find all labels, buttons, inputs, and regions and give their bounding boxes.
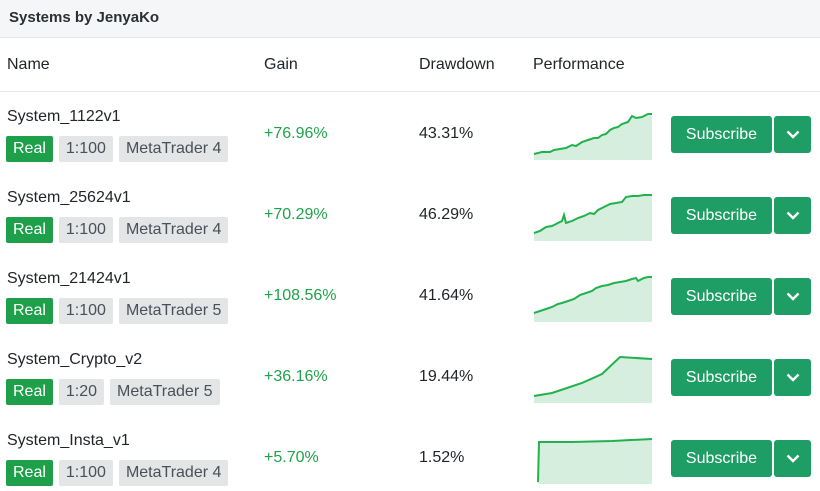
subscribe-options-dropdown[interactable]	[774, 359, 811, 396]
badge-group: Real 1:100 MetaTrader 4	[6, 217, 229, 243]
drawdown-value: 41.64%	[419, 287, 474, 304]
chevron-down-icon	[786, 454, 799, 463]
leverage-badge: 1:100	[58, 298, 113, 324]
platform-badge: MetaTrader 5	[110, 379, 220, 405]
table-row: System_25624v1 Real 1:100 MetaTrader 4 +…	[0, 174, 820, 255]
chevron-down-icon	[786, 211, 799, 220]
table-header: Name Gain Drawdown Performance	[0, 38, 820, 92]
subscribe-button[interactable]: Subscribe	[671, 197, 772, 234]
subscribe-button[interactable]: Subscribe	[671, 440, 772, 477]
drawdown-value: 19.44%	[419, 368, 474, 385]
table-row: System_1122v1 Real 1:100 MetaTrader 4 +7…	[0, 93, 820, 174]
account-type-badge: Real	[6, 379, 53, 405]
subscribe-options-dropdown[interactable]	[774, 197, 811, 234]
column-header-performance: Performance	[533, 56, 625, 73]
subscribe-button[interactable]: Subscribe	[671, 116, 772, 153]
drawdown-value: 43.31%	[419, 125, 474, 142]
column-header-gain: Gain	[264, 56, 298, 73]
platform-badge: MetaTrader 4	[118, 460, 229, 486]
subscribe-options-dropdown[interactable]	[774, 440, 811, 477]
platform-badge: MetaTrader 4	[118, 136, 229, 162]
table-row: System_21424v1 Real 1:100 MetaTrader 5 +…	[0, 255, 820, 336]
column-header-name: Name	[7, 56, 50, 73]
performance-sparkline	[533, 276, 652, 322]
column-header-drawdown: Drawdown	[419, 56, 495, 73]
account-type-badge: Real	[6, 217, 53, 243]
gain-value: +36.16%	[264, 368, 328, 385]
leverage-badge: 1:100	[58, 460, 113, 486]
subscribe-options-dropdown[interactable]	[774, 116, 811, 153]
gain-value: +70.29%	[264, 206, 328, 223]
system-name-link[interactable]: System_25624v1	[7, 189, 131, 206]
system-name-link[interactable]: System_21424v1	[7, 270, 131, 287]
account-type-badge: Real	[6, 136, 53, 162]
table-row: System_Crypto_v2 Real 1:20 MetaTrader 5 …	[0, 336, 820, 417]
badge-group: Real 1:100 MetaTrader 4	[6, 460, 229, 486]
gain-value: +76.96%	[264, 125, 328, 142]
subscribe-button[interactable]: Subscribe	[671, 278, 772, 315]
leverage-badge: 1:100	[58, 136, 113, 162]
drawdown-value: 1.52%	[419, 449, 465, 466]
panel-title: Systems by JenyaKo	[9, 9, 160, 26]
account-type-badge: Real	[6, 460, 53, 486]
subscribe-options-dropdown[interactable]	[774, 278, 811, 315]
performance-sparkline	[537, 438, 653, 484]
panel-header: Systems by JenyaKo	[0, 0, 820, 38]
subscribe-button[interactable]: Subscribe	[671, 359, 772, 396]
performance-sparkline	[533, 194, 652, 241]
chevron-down-icon	[786, 130, 799, 139]
badge-group: Real 1:100 MetaTrader 4	[6, 136, 229, 162]
drawdown-value: 46.29%	[419, 206, 474, 223]
gain-value: +108.56%	[264, 287, 337, 304]
table-row: System_Insta_v1 Real 1:100 MetaTrader 4 …	[0, 417, 820, 491]
platform-badge: MetaTrader 4	[118, 217, 229, 243]
badge-group: Real 1:20 MetaTrader 5	[6, 379, 220, 405]
leverage-badge: 1:100	[58, 217, 113, 243]
performance-sparkline	[533, 355, 653, 403]
platform-badge: MetaTrader 5	[118, 298, 229, 324]
gain-value: +5.70%	[264, 449, 319, 466]
chevron-down-icon	[786, 292, 799, 301]
leverage-badge: 1:20	[58, 379, 105, 405]
performance-sparkline	[533, 113, 652, 160]
system-name-link[interactable]: System_1122v1	[7, 108, 121, 125]
account-type-badge: Real	[6, 298, 53, 324]
chevron-down-icon	[786, 373, 799, 382]
system-name-link[interactable]: System_Insta_v1	[7, 432, 130, 449]
system-name-link[interactable]: System_Crypto_v2	[7, 351, 143, 368]
badge-group: Real 1:100 MetaTrader 5	[6, 298, 229, 324]
